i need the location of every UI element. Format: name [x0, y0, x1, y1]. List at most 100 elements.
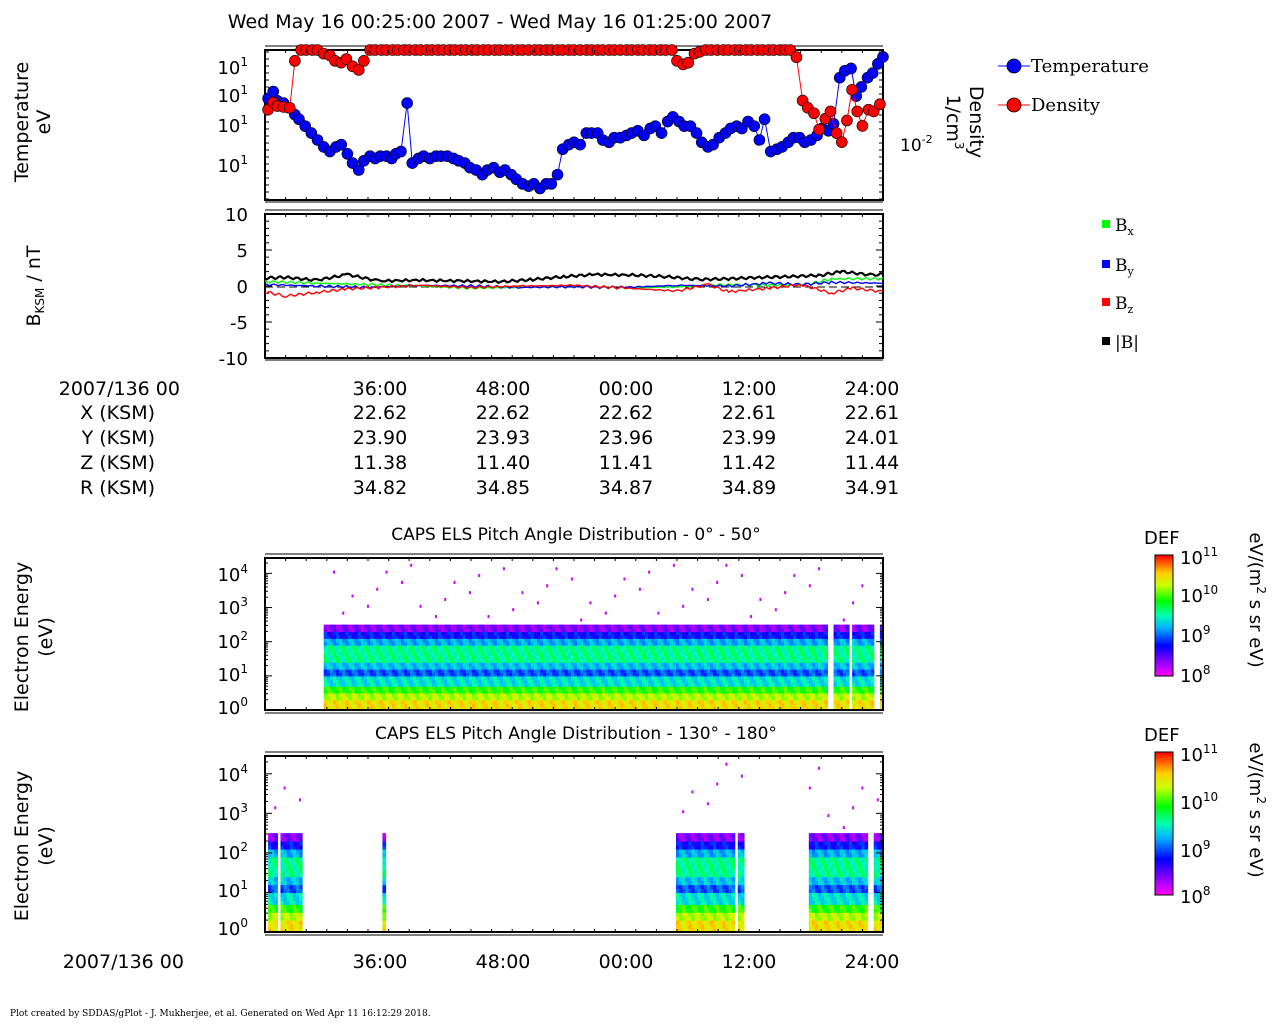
spectrogram-cell — [750, 631, 754, 636]
spectrogram-cell — [617, 655, 621, 660]
spectrogram-cell — [713, 689, 717, 694]
spectrogram-cell — [268, 844, 272, 850]
spectrogram-cell — [577, 634, 581, 639]
spectrogram-cell — [475, 631, 479, 636]
spectrogram-cell — [793, 672, 798, 677]
spectrogram-cell — [515, 651, 519, 656]
spectrogram-cell — [768, 648, 773, 653]
spectrogram-cell — [376, 669, 380, 674]
spectrogram-cell — [654, 648, 659, 653]
spectrogram-cell — [404, 675, 408, 680]
spectrogram-cell — [465, 692, 470, 697]
spectrogram-cell — [472, 672, 476, 677]
spectrogram-cell — [570, 645, 575, 650]
spectrogram-cell — [675, 669, 680, 674]
spectrogram-cell — [583, 682, 587, 687]
spectrogram-cell — [271, 876, 275, 882]
spectrogram-cell — [845, 692, 850, 697]
spectrogram-cell — [462, 631, 467, 636]
spectrogram-cell — [638, 655, 643, 660]
spectrogram-cell — [777, 651, 782, 656]
spectrogram-cell — [400, 696, 405, 701]
spectrogram-cell — [725, 645, 730, 650]
spectrogram-cell — [574, 689, 578, 694]
spectrogram-cell — [657, 611, 660, 615]
spectrogram-cell — [660, 689, 665, 694]
spectrogram-cell — [546, 686, 550, 691]
spectrogram-cell — [385, 689, 390, 694]
spectrogram-cell — [731, 638, 736, 643]
spectrogram-cell — [771, 703, 776, 708]
spectrogram-cell — [339, 634, 343, 639]
spectrogram-cell — [570, 669, 575, 674]
spectrogram-cell — [292, 904, 297, 909]
spectrogram-cell — [456, 628, 461, 633]
spectrogram-cell — [787, 628, 791, 633]
spectrogram-cell — [833, 648, 838, 653]
spectrogram-cell — [648, 686, 652, 691]
spectrogram-cell — [638, 682, 643, 687]
spectrogram-cell — [747, 624, 751, 629]
spectrogram-cell — [611, 655, 615, 660]
spectrogram-cell — [771, 648, 776, 653]
spectrogram-cell — [484, 638, 489, 643]
spectrogram-cell — [342, 628, 346, 633]
spectrogram-cell — [793, 655, 798, 660]
spectrogram-cell — [669, 624, 674, 629]
spectrogram-cell — [790, 645, 794, 650]
spectrogram-cell — [654, 682, 659, 687]
spectrogram-cell — [459, 703, 464, 708]
spectrogram-cell — [583, 675, 587, 680]
spectrogram-cell — [620, 651, 625, 656]
spectrogram-cell — [824, 706, 828, 711]
spectrogram-cell — [716, 689, 720, 694]
spectrogram-cell — [722, 631, 727, 636]
spectrogram-cell — [703, 692, 708, 697]
spectrogram-cell — [651, 703, 655, 708]
spectrogram-cell — [728, 696, 733, 701]
spectrogram-cell — [400, 706, 405, 711]
spectrogram-cell — [861, 669, 866, 674]
spectrogram-cell — [512, 665, 516, 670]
spectrogram-cell — [410, 706, 414, 711]
spectrogram-cell — [731, 689, 736, 694]
spectrogram-cell — [753, 651, 757, 656]
spectrogram-cell — [598, 631, 603, 636]
spectrogram-cell — [366, 679, 371, 684]
spectrogram-cell — [722, 706, 727, 711]
spectrogram-cell — [360, 641, 365, 646]
spectrogram-cell — [842, 665, 847, 670]
spectrogram-cell — [861, 628, 866, 633]
spectrogram-cell — [339, 692, 343, 697]
spectrogram-cell — [295, 880, 300, 886]
spectrogram-cell — [781, 658, 785, 663]
spectrogram-cell — [434, 699, 439, 704]
spectrogram-cell — [363, 692, 368, 697]
spectrogram-cell — [808, 645, 813, 650]
spectrogram-cell — [654, 651, 659, 656]
spectrogram-cell — [703, 624, 708, 629]
spectrogram-cell — [861, 641, 866, 646]
spectrogram-cell — [824, 665, 828, 670]
spectrogram-cell — [855, 675, 859, 680]
spectrogram-cell — [617, 645, 621, 650]
spectrogram-cell — [512, 679, 516, 684]
spectrogram-cell — [648, 570, 651, 574]
spectrogram-cell — [438, 699, 442, 704]
spectrogram-cell — [342, 672, 346, 677]
spectrogram-cell — [839, 658, 844, 663]
spectrogram-cell — [808, 689, 813, 694]
spectrogram-cell — [682, 699, 686, 704]
spectrogram-cell — [493, 675, 498, 680]
colorbar-tick-label: 108 — [1180, 663, 1211, 687]
spectrogram-cell — [363, 634, 368, 639]
spectrogram-cell — [818, 672, 822, 677]
spectrogram-cell — [459, 665, 464, 670]
spectrogram-cell — [391, 624, 396, 629]
spectrogram-cell — [438, 645, 442, 650]
spectrogram-cell — [465, 669, 470, 674]
spectrogram-cell — [518, 641, 523, 646]
spectrogram-cell — [521, 675, 526, 680]
spectrogram-cell — [879, 686, 884, 691]
